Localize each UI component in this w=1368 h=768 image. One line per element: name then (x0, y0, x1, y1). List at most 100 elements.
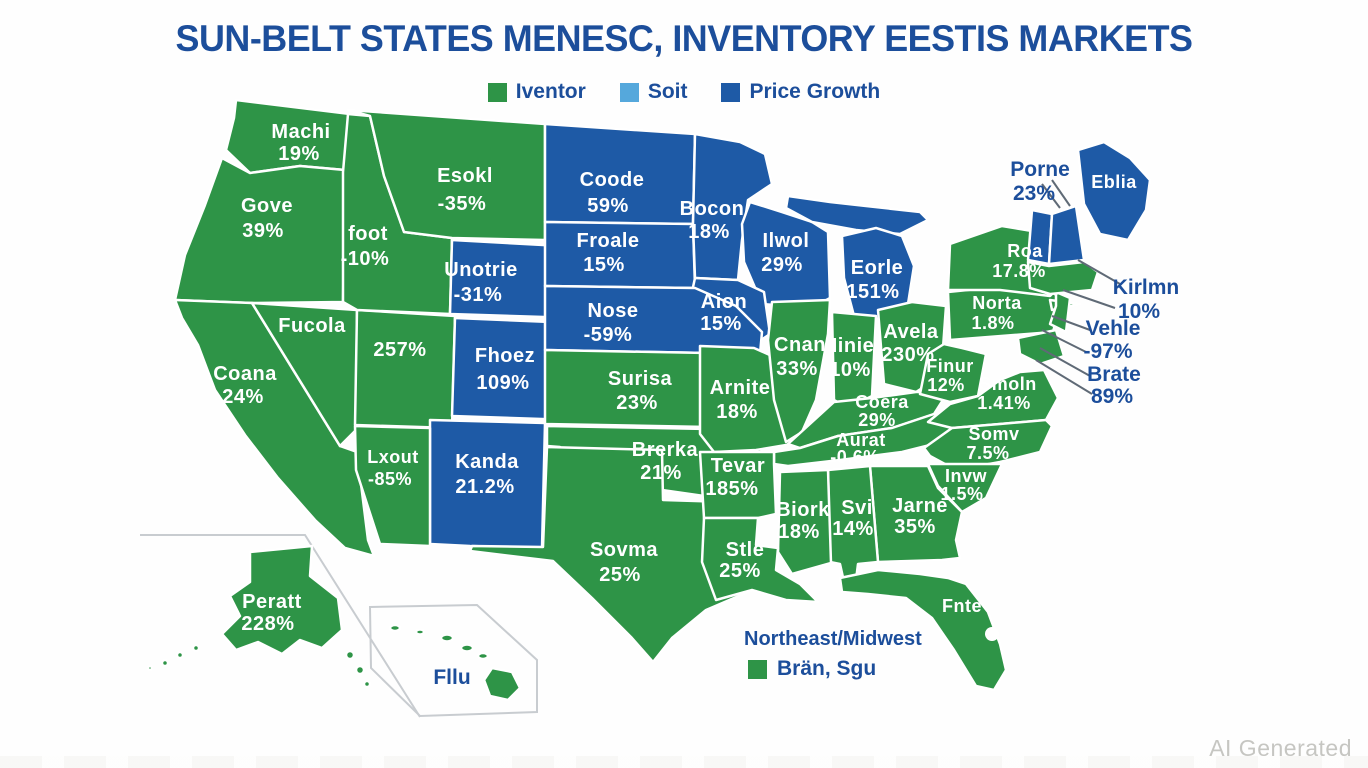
state-label-illinois-value: 33% (776, 358, 818, 380)
callout-line-vehle (1051, 315, 1091, 331)
state-label-new-mexico-value: 21.2% (455, 476, 514, 498)
state-label-oregon-name: Gove (241, 195, 293, 217)
callout-line-porne (1041, 183, 1061, 209)
state-label-texas-name: Sovma (590, 539, 658, 561)
state-label-indiana-value: 10% (829, 359, 871, 381)
region-legend: Northeast/Midwest Brän, Sgu (744, 628, 922, 681)
state-oregon (173, 156, 347, 305)
state-label-michigan-value: 151% (846, 281, 899, 303)
state-label-south-carolina-name: Invw (945, 466, 988, 486)
callout-line-brate (1035, 359, 1093, 395)
state-label-idaho-value: -10% (341, 248, 390, 270)
state-label-oklahoma-value: 21% (640, 462, 682, 484)
legend-item-price-growth: Price Growth (721, 80, 880, 104)
state-label-arkansas-value: 185% (705, 478, 758, 500)
hawaii-inset-border (368, 603, 538, 718)
state-label-north-dakota-value: 59% (587, 195, 629, 217)
region-legend-title: Northeast/Midwest (744, 628, 922, 650)
region-legend-label: Brän, Sgu (777, 657, 877, 680)
state-label-alabama-name: Svi (841, 497, 873, 519)
page-title: SUN-BELT STATES MENESC, INVENTORY EESTIS… (175, 18, 1193, 59)
state-label-louisiana-value: 25% (719, 560, 761, 582)
state-label-illinois-name: Cnan (774, 334, 826, 356)
state-label-tennessee-name: Aurat (836, 430, 886, 450)
callout-line-brate (1039, 347, 1091, 377)
state-label-nevada-name: Fucola (278, 315, 346, 337)
callout-line-porne (1051, 179, 1071, 207)
state-label-california-name: Coana (213, 363, 277, 385)
state-label-arizona-value: -85% (368, 469, 412, 489)
state-label-north-carolina-value: 7.5% (966, 443, 1009, 463)
state-label-wisconsin-name: Ilwol (763, 230, 810, 252)
callout-vehle-value: -97% (1083, 340, 1132, 363)
state-label-pennsylvania-name: Norta (972, 293, 1022, 313)
state-utah (353, 308, 457, 430)
state-label-missouri-value: 18% (716, 401, 758, 423)
alaska-islands (175, 650, 185, 660)
state-label-pennsylvania-value: 1.8% (971, 313, 1014, 333)
legend-label: Soit (647, 80, 688, 103)
legend: Iventor Soit Price Growth (0, 80, 1368, 104)
state-label-wyoming-value: -31% (454, 284, 503, 306)
state-label-mississippi-value: 18% (778, 521, 820, 543)
hawaii-island (388, 623, 402, 633)
state-florida (838, 568, 1008, 692)
lake-okeechobee (985, 627, 999, 641)
state-label-washington-value: 19% (278, 143, 320, 165)
state-label-texas-value: 25% (599, 564, 641, 586)
state-label-minnesota-value: 18% (688, 221, 730, 243)
hawaii-island (459, 643, 475, 653)
state-alaska (220, 544, 344, 656)
state-mississippi (776, 468, 833, 576)
callout-line-vehle (1041, 329, 1087, 353)
callout-vehle-name: Vehle (1086, 317, 1141, 340)
state-label-colorado-name: Fhoez (475, 345, 535, 367)
hawaii-island (439, 633, 455, 643)
state-label-alabama-value: 14% (832, 518, 874, 540)
hawaii-big-island (482, 666, 522, 702)
state-label-nebraska-name: Nose (588, 300, 639, 322)
state-label-minnesota-name: Bocon (680, 198, 745, 220)
state-label-south-dakota-value: 15% (583, 254, 625, 276)
state-label-maine-name: Eblia (1091, 172, 1137, 192)
state-label-oregon-value: 39% (242, 220, 284, 242)
state-label-new-york-name: Roa (1007, 241, 1043, 261)
state-new-jersey (1048, 290, 1072, 334)
legend-item-inventory: Iventor (487, 80, 586, 104)
callout-porne-name: Porne (1010, 158, 1070, 181)
state-label-idaho-name: foot (348, 223, 388, 245)
state-massachusetts-connecticut (1026, 260, 1100, 296)
bottom-noise-strip (0, 756, 1368, 768)
callout-kirlmn-name: Kirlmn (1113, 276, 1180, 299)
alaska-islands (160, 658, 170, 668)
dark-blue-swatch-icon (721, 82, 741, 102)
state-label-iowa-value: 15% (700, 313, 742, 335)
state-west-virginia (918, 342, 988, 404)
callout-brate-name: Brate (1087, 363, 1141, 386)
hawaii-island (414, 628, 426, 636)
region-legend-row: Brän, Sgu (748, 657, 922, 681)
state-label-nebraska-value: -59% (584, 324, 633, 346)
state-label-indiana-name: Iinie (832, 335, 875, 357)
state-label-kentucky-value: 29% (858, 410, 896, 430)
state-michigan-upper (784, 194, 930, 236)
state-label-west-virginia-value: 12% (927, 375, 965, 395)
state-label-kentucky-name: Coera (855, 392, 909, 412)
state-label-mississippi-name: Biork (776, 499, 830, 521)
state-maine (1076, 140, 1152, 242)
legend-item-soit: Soit (619, 80, 688, 104)
state-label-virginia-name: Smoln (979, 374, 1037, 394)
state-label-michigan-name: Eorle (851, 257, 904, 279)
state-label-missouri-name: Arnite (710, 377, 771, 399)
state-label-new-mexico-name: Kanda (455, 451, 519, 473)
state-label-georgia-name: Jarne (892, 495, 948, 517)
state-label-kansas-value: 23% (616, 392, 658, 414)
alaska-islands (191, 643, 201, 653)
state-label-georgia-value: 35% (894, 516, 936, 538)
state-label-new-york-value: 17.8% (992, 261, 1046, 281)
callout-kirlmn-value: 10% (1118, 300, 1160, 323)
state-label-montana-name: Esokl (437, 165, 493, 187)
state-label-montana-value: -35% (438, 193, 487, 215)
state-label-wisconsin-value: 29% (761, 254, 803, 276)
hawaii-island (476, 651, 490, 661)
